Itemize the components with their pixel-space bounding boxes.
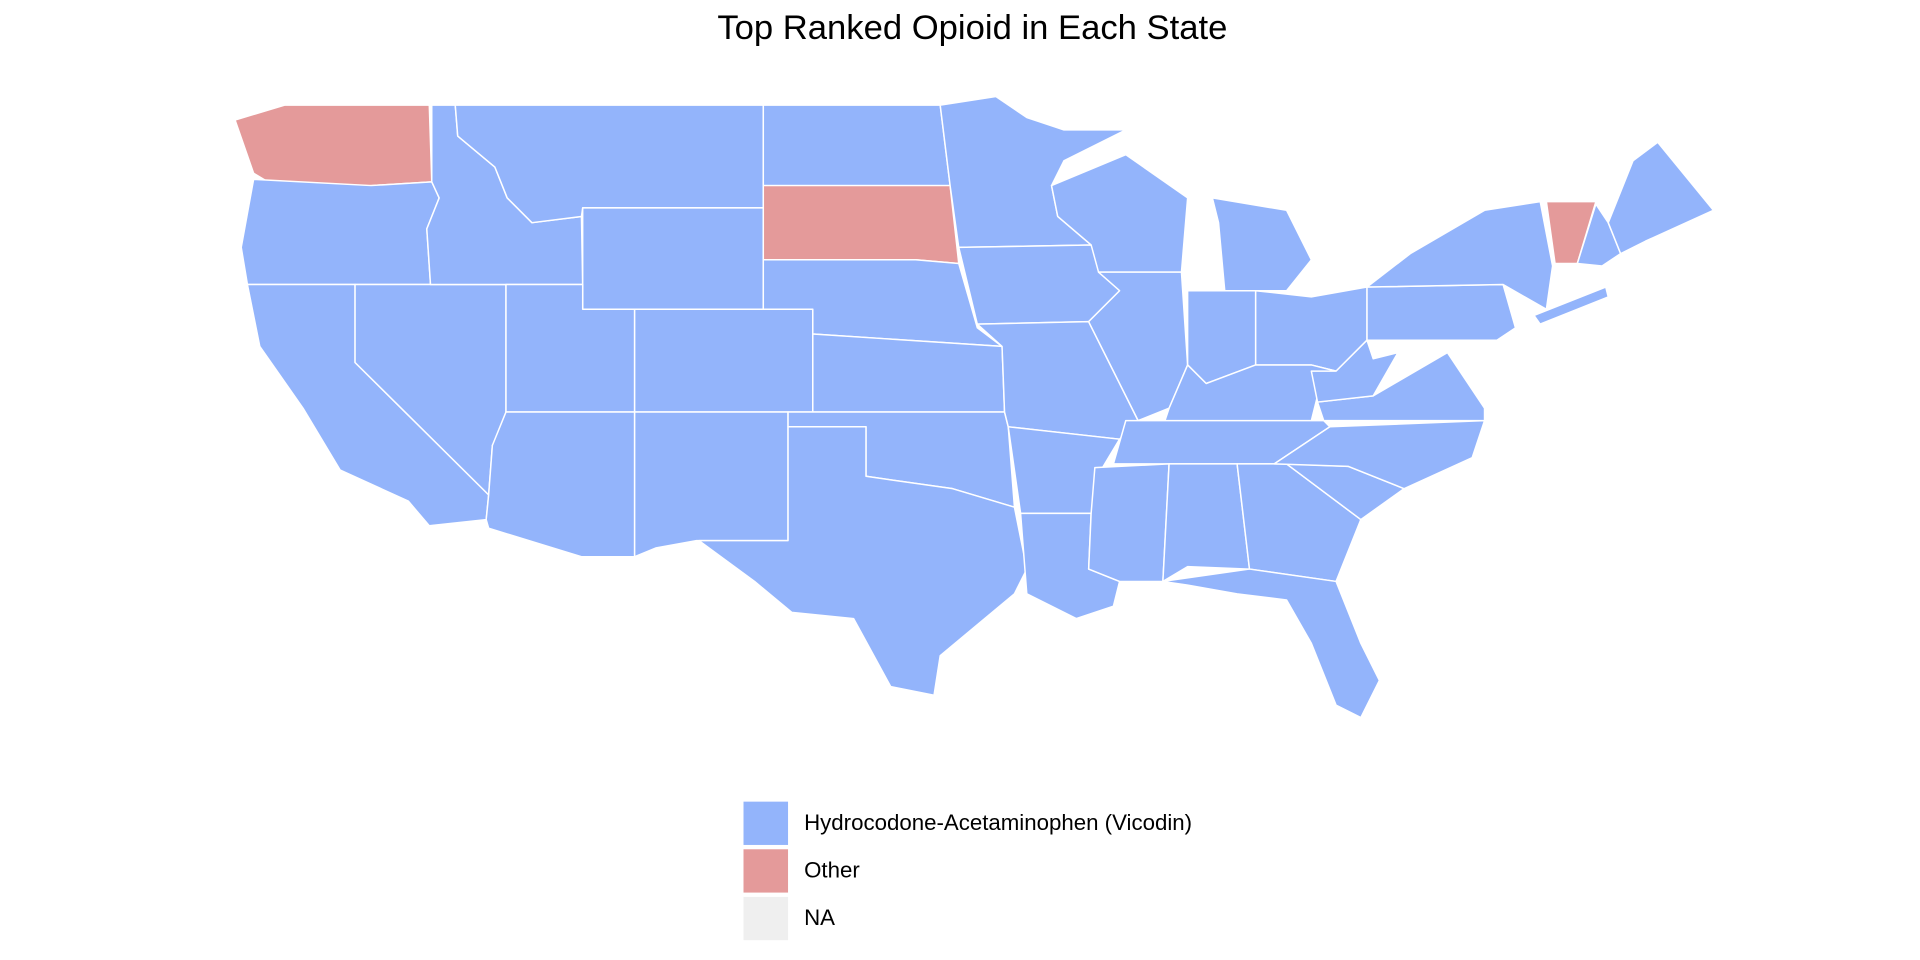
- legend-label: NA: [804, 905, 835, 930]
- state: [633, 308, 814, 413]
- state: [1162, 364, 1337, 428]
- state: [939, 95, 1127, 249]
- state: [1533, 286, 1609, 325]
- state: [1366, 283, 1517, 341]
- state: [812, 333, 1006, 413]
- state: [1162, 463, 1251, 583]
- state: [633, 411, 789, 558]
- legend-label: Hydrocodone-Acetaminophen (Vicodin): [804, 810, 1192, 835]
- state: [1607, 141, 1715, 255]
- state: [1087, 463, 1170, 583]
- map: [234, 95, 1715, 719]
- state: [1273, 419, 1486, 490]
- state: [762, 184, 960, 265]
- state: [698, 426, 1028, 696]
- state: [581, 207, 765, 311]
- state: [762, 104, 951, 187]
- legend-swatch: [743, 849, 789, 893]
- state: [1310, 339, 1399, 403]
- state: [485, 411, 636, 558]
- legend-label: Other: [804, 857, 860, 882]
- state: [1366, 200, 1554, 311]
- legend-swatch: [743, 801, 789, 845]
- chart-title: Top Ranked Opioid in Each State: [717, 9, 1227, 47]
- state: [234, 104, 433, 193]
- legend: Hydrocodone-Acetaminophen (Vicodin) Other…: [743, 801, 1192, 941]
- state: [240, 178, 440, 286]
- state: [1211, 197, 1313, 292]
- legend-swatch: [743, 896, 789, 941]
- state: [1162, 568, 1381, 719]
